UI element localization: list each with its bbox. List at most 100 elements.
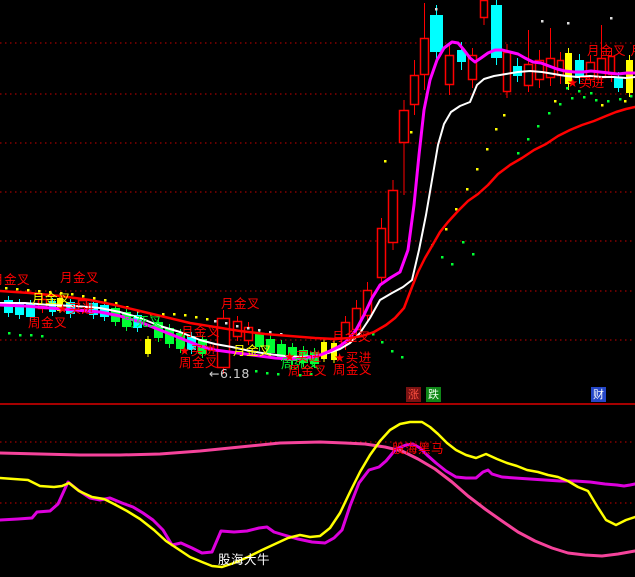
sar-dots-green (310, 373, 313, 376)
annotation-label: ★买进 (284, 349, 322, 364)
sar-dots-green (517, 152, 520, 155)
sar-dots-yellow (60, 292, 63, 295)
annotation-label: 月金叉 (60, 270, 99, 285)
sar-dots-green (255, 370, 258, 373)
candle-hollow (467, 54, 478, 81)
candle-hollow (502, 51, 512, 93)
annotation-label: 月金叉 (32, 291, 71, 306)
dots-white (236, 325, 239, 328)
candle-filled (255, 333, 264, 347)
annotation-label: 月金叉 月 (587, 43, 635, 58)
sar-dots-green (8, 332, 11, 335)
candle-hollow (444, 54, 455, 86)
dots-white (541, 20, 544, 23)
ma-white (0, 70, 635, 358)
candle-hollow (419, 37, 430, 76)
sar-dots-yellow (71, 293, 74, 296)
annotation-label: ★买进 (334, 350, 372, 365)
sar-dots-green (571, 97, 574, 100)
candle-filled (491, 5, 502, 58)
annotation-label: 周金叉 (288, 363, 327, 378)
sar-dots-green (619, 98, 622, 101)
sar-dots-yellow (16, 288, 19, 291)
sar-dots-yellow (195, 316, 198, 319)
indicator-pink (0, 440, 635, 558)
sar-dots-green (401, 356, 404, 359)
sar-dots-yellow (38, 290, 41, 293)
sar-dots-yellow (49, 291, 52, 294)
annotation-label: ★买进 (567, 75, 605, 90)
sar-dots-yellow (601, 104, 604, 107)
sar-dots-green (441, 256, 444, 259)
candle-filled (100, 305, 109, 317)
candle-filled (565, 53, 572, 84)
sar-dots-yellow (624, 100, 627, 103)
sar-dots-green (607, 100, 610, 103)
sar-dots-green (30, 334, 33, 337)
dots-white (435, 8, 438, 11)
sar-dots-green (527, 138, 530, 141)
dots-white (247, 327, 250, 330)
sar-dots-green (590, 92, 593, 95)
sar-dots-yellow (476, 168, 479, 171)
sar-dots-yellow (554, 100, 557, 103)
fall-badge[interactable]: 跌 (426, 387, 441, 402)
sar-dots-yellow (455, 208, 458, 211)
ma-red (0, 105, 635, 341)
indicator-yellow (0, 420, 635, 569)
annotation-label: 月金叉 (332, 329, 371, 344)
candle-hollow (387, 189, 399, 244)
annotation-label: 周死叉 (281, 356, 320, 371)
candle-hollow (216, 317, 231, 369)
sar-dots-green (372, 333, 375, 336)
candle-filled (575, 60, 584, 78)
indicator-magenta (0, 442, 635, 555)
candle-filled (66, 302, 75, 314)
annotation-label: ★买进 (179, 343, 217, 358)
sar-dots-yellow (5, 287, 8, 290)
candle-filled (49, 301, 56, 312)
annotation-label: 股海黑马 (392, 441, 444, 456)
sar-dots-yellow (410, 131, 413, 134)
sar-dots-yellow (495, 128, 498, 131)
annotation-label: 月金叉 (233, 343, 272, 358)
candle-hollow (362, 289, 373, 317)
sar-dots-yellow (162, 313, 165, 316)
sar-dots-green (381, 341, 384, 344)
annotation-label: 月金叉 (181, 324, 220, 339)
sar-dots-yellow (445, 228, 448, 231)
sar-dots-green (548, 112, 551, 115)
sar-dots-green (462, 241, 465, 244)
sar-dots-green (19, 334, 22, 337)
candle-hollow (534, 59, 545, 81)
candle-filled (165, 328, 174, 344)
candle-filled (288, 347, 297, 361)
annotation-label: 股海大牛 (218, 552, 270, 567)
candle-filled (145, 339, 151, 354)
candle-filled (89, 303, 98, 315)
sar-dots-green (583, 96, 586, 99)
candle-hollow (376, 227, 387, 279)
candle-filled (513, 66, 522, 76)
dots-white (567, 22, 570, 25)
sar-dots-yellow (93, 297, 96, 300)
rise-badge[interactable]: 涨 (406, 387, 421, 402)
candle-filled (626, 60, 633, 93)
finance-badge[interactable]: 财 (591, 387, 606, 402)
candle-filled (15, 303, 24, 315)
sar-dots-green (595, 99, 598, 102)
sar-dots-green (630, 95, 633, 98)
annotation-label: ★买进 (57, 301, 95, 316)
sar-dots-green (472, 253, 475, 256)
dots-white (214, 320, 217, 323)
candle-hollow (523, 63, 534, 87)
annotation-label: 月金叉 (0, 272, 30, 287)
candle-filled (26, 304, 35, 317)
sar-dots-yellow (184, 314, 187, 317)
sar-dots-yellow (466, 188, 469, 191)
annotation-label: 周金叉 (28, 315, 67, 330)
candle-filled (614, 77, 623, 88)
candle-filled (321, 342, 327, 359)
sar-dots-green (451, 263, 454, 266)
